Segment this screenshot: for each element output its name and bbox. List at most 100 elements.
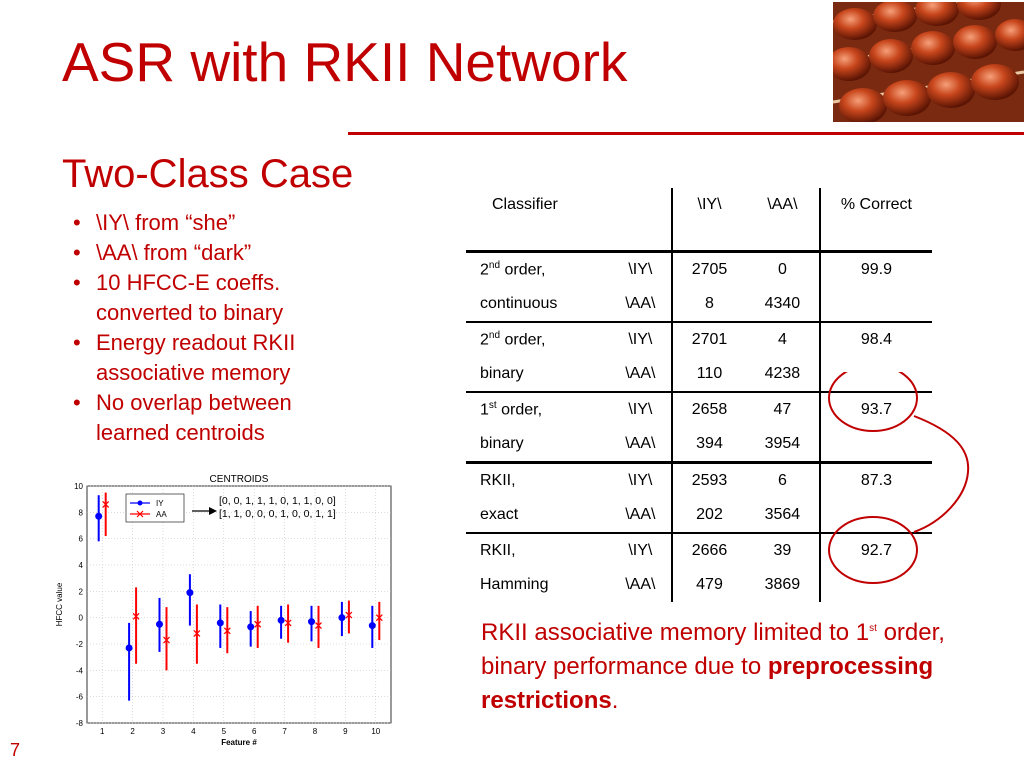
data-point	[132, 612, 140, 620]
cell-aa: 3869	[764, 576, 801, 593]
cell-classifier: 1st order,	[466, 391, 610, 427]
table-row: binary \AA\ 394 3954	[466, 427, 932, 463]
cell-correct	[818, 287, 932, 322]
cell-class: \IY\	[609, 391, 673, 427]
highlight-circle-first-order	[828, 372, 918, 432]
table-row: RKII, \IY\ 2593 6 87.3	[466, 461, 932, 498]
y-tick-label: 6	[79, 535, 84, 544]
header-aa: \AA\	[767, 196, 798, 213]
cell-iy: 110	[671, 357, 746, 392]
cell-iy: 8	[671, 287, 746, 322]
cell-class: \IY\	[609, 461, 673, 498]
cell-iy: 202	[671, 498, 746, 533]
data-point	[216, 619, 224, 627]
arrow-head	[209, 507, 217, 515]
bullet-item: No overlap between learned centroids	[70, 388, 360, 448]
x-axis-label: Feature #	[221, 738, 257, 747]
y-tick-label: 8	[79, 508, 84, 517]
note-text: RKII associative memory limited to 1	[481, 619, 870, 646]
cell-classifier: continuous	[480, 295, 558, 312]
cell-class: \AA\	[625, 365, 656, 382]
header-correct: % Correct	[818, 188, 932, 252]
cell-classifier: exact	[480, 506, 519, 523]
data-point	[338, 614, 346, 622]
header-classifier: Classifier	[492, 196, 558, 213]
y-axis-label: HFCC value	[55, 582, 64, 626]
bullet-list: \IY\ from “she” \AA\ from “dark” 10 HFCC…	[70, 208, 360, 448]
y-tick-label: 0	[79, 614, 84, 623]
cell-aa: 4238	[764, 365, 801, 382]
cell-classifier: RKII,	[466, 532, 610, 568]
note-emphasis: preprocessing restrictions	[481, 653, 934, 714]
slide-subtitle: Two-Class Case	[62, 152, 354, 196]
cell-class: \AA\	[625, 506, 656, 523]
data-point	[345, 611, 353, 619]
cell-correct: 98.4	[818, 321, 932, 357]
conclusion-note: RKII associative memory limited to 1st o…	[481, 612, 981, 718]
legend-marker	[136, 510, 144, 518]
x-tick-label: 7	[282, 727, 287, 736]
data-point	[277, 616, 285, 624]
data-point	[163, 636, 170, 644]
highlight-annotation	[828, 372, 970, 584]
table-row: Hamming \AA\ 479 3869	[466, 568, 932, 602]
data-point	[193, 630, 201, 637]
legend-box	[125, 493, 185, 523]
cell-class: \IY\	[609, 250, 673, 287]
cell-aa: 47	[745, 391, 820, 427]
cell-iy: 2658	[671, 391, 746, 427]
x-tick-label: 2	[130, 727, 135, 736]
cell-class: \IY\	[609, 321, 673, 357]
data-point	[156, 620, 163, 628]
table-row: 2nd order, \IY\ 2705 0 99.9	[466, 250, 932, 287]
x-tick-label: 1	[100, 727, 105, 736]
data-point	[375, 614, 383, 622]
connector-arc	[913, 415, 970, 533]
cell-classifier: RKII,	[466, 461, 610, 498]
y-tick-label: -8	[76, 719, 84, 728]
y-tick-label: -4	[76, 666, 84, 675]
cell-correct	[818, 568, 932, 602]
data-point	[284, 619, 292, 627]
cell-iy: 2705	[671, 250, 746, 287]
cell-class: \AA\	[625, 576, 656, 593]
data-point	[308, 618, 315, 626]
cell-classifier: binary	[480, 365, 524, 382]
legend-marker	[137, 500, 143, 506]
cell-aa: 3954	[764, 435, 801, 452]
cell-class: \AA\	[625, 435, 656, 452]
cell-iy: 2666	[671, 532, 746, 568]
slide-title: ASR with RKII Network	[62, 31, 628, 93]
cell-correct: 93.7	[818, 391, 932, 427]
y-tick-label: 2	[79, 587, 84, 596]
cell-aa: 6	[745, 461, 820, 498]
cell-iy: 479	[671, 568, 746, 602]
cell-iy: 2593	[671, 461, 746, 498]
page-number: 7	[10, 740, 21, 760]
cell-classifier: binary	[480, 435, 524, 452]
legend-label: AA	[156, 510, 167, 519]
note-text: .	[611, 687, 619, 714]
cell-aa: 4340	[764, 295, 801, 312]
note-text: order, binary performance due to	[481, 619, 945, 680]
legend-label: IY	[156, 499, 164, 508]
results-table: Classifier \IY\ \AA\ % Correct 2nd order…	[466, 188, 932, 602]
data-point	[186, 589, 194, 597]
chart-title: CENTROIDS	[210, 474, 269, 485]
cell-correct: 87.3	[818, 461, 932, 498]
cell-correct	[818, 427, 932, 463]
cell-classifier: 2nd order,	[466, 321, 610, 357]
y-tick-label: -2	[76, 640, 84, 649]
header-iy: \IY\	[671, 188, 746, 252]
data-point	[102, 500, 110, 508]
centroid-annotation: [0, 0, 1, 1, 1, 0, 1, 1, 0, 0]	[219, 495, 336, 507]
data-point	[247, 623, 255, 631]
bullet-item: Energy readout RKII associative memory	[70, 328, 360, 388]
y-tick-label: 4	[79, 561, 84, 570]
centroid-annotation: [1, 1, 0, 0, 0, 1, 0, 0, 1, 1]	[219, 508, 336, 520]
y-tick-label: -6	[76, 693, 84, 702]
x-tick-label: 8	[313, 727, 318, 736]
table-row: continuous \AA\ 8 4340	[466, 287, 932, 322]
x-tick-label: 9	[343, 727, 348, 736]
data-point	[254, 620, 262, 628]
